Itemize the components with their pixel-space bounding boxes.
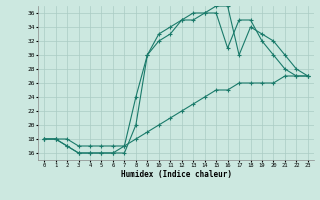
X-axis label: Humidex (Indice chaleur): Humidex (Indice chaleur) xyxy=(121,170,231,179)
